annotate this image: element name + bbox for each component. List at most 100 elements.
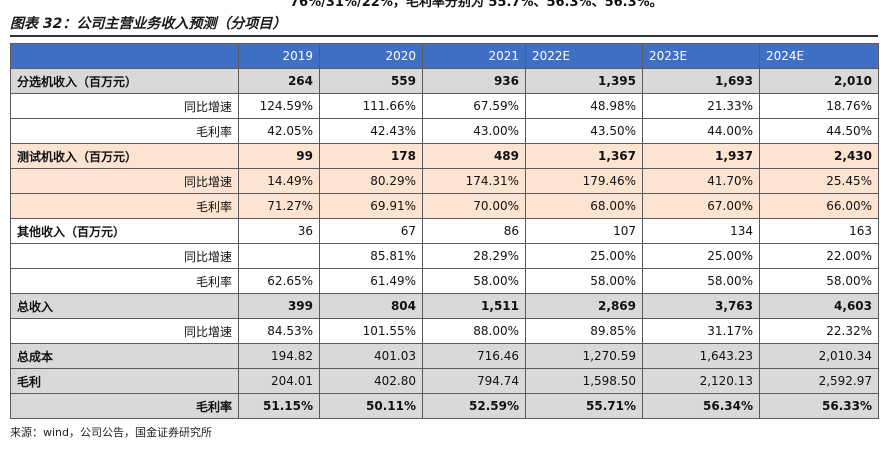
title-rule: [10, 35, 878, 37]
table-cell: 936: [422, 68, 526, 94]
table-cell: 101.55%: [319, 318, 423, 344]
table-cell: 107: [525, 218, 643, 244]
table-cell: 62.65%: [238, 268, 320, 294]
row-label: 毛利率: [10, 118, 239, 144]
table-cell: 194.82: [238, 343, 320, 369]
table-cell: 1,937: [642, 143, 760, 169]
row-label: 总收入: [10, 293, 239, 319]
table-cell: 99: [238, 143, 320, 169]
table-row: 毛利 204.01 402.80 794.74 1,598.50 2,120.13 2,59…: [10, 368, 879, 394]
table-cell: 2,010.34: [759, 343, 879, 369]
table-cell: 124.59%: [238, 93, 320, 119]
header-cell-2023e: 2023E: [642, 43, 760, 69]
table-row: 毛利率 51.15% 50.11% 52.59% 55.71% 56.34% 56.33%: [10, 393, 879, 419]
table-row: 同比增速 14.49% 80.29% 174.31% 179.46% 41.70% 25.4…: [10, 168, 879, 194]
table-cell: 56.34%: [642, 393, 760, 419]
table-cell: 48.98%: [525, 93, 643, 119]
table-cell: 22.00%: [759, 243, 879, 269]
table-cell: 1,643.23: [642, 343, 760, 369]
source-note: 来源：wind，公司公告，国金证券研究所: [10, 426, 213, 439]
table-row: 毛利率 62.65% 61.49% 58.00% 58.00% 58.00% 58.00%: [10, 268, 879, 294]
table-cell: 716.46: [422, 343, 526, 369]
table-row: 测试机收入（百万元） 99 178 489 1,367 1,937 2,430: [10, 143, 879, 169]
table-cell: 28.29%: [422, 243, 526, 269]
table-row: 毛利率 71.27% 69.91% 70.00% 68.00% 67.00% 66.00%: [10, 193, 879, 219]
table-row: 同比增速 85.81% 28.29% 25.00% 25.00% 22.00%: [10, 243, 879, 269]
table-cell: 42.05%: [238, 118, 320, 144]
table-cell: 794.74: [422, 368, 526, 394]
table-cell: 14.49%: [238, 168, 320, 194]
row-label: 毛利率: [10, 193, 239, 219]
table-cell: 85.81%: [319, 243, 423, 269]
table-cell: 401.03: [319, 343, 423, 369]
table-cell: 43.50%: [525, 118, 643, 144]
table-cell: 67.00%: [642, 193, 760, 219]
table-cell: 2,010: [759, 68, 879, 94]
header-cell-2020: 2020: [319, 43, 423, 69]
table-cell: 134: [642, 218, 760, 244]
row-label: 毛利: [10, 368, 239, 394]
table-cell: 50.11%: [319, 393, 423, 419]
row-label: 其他收入（百万元）: [10, 218, 239, 244]
row-label: 毛利率: [10, 268, 239, 294]
table-cell: 3,763: [642, 293, 760, 319]
row-label: 总成本: [10, 343, 239, 369]
table-cell: 1,511: [422, 293, 526, 319]
table-cell: 204.01: [238, 368, 320, 394]
table-cell: 2,869: [525, 293, 643, 319]
table-cell: 264: [238, 68, 320, 94]
row-label: 同比增速: [10, 168, 239, 194]
table-cell: 58.00%: [642, 268, 760, 294]
header-cell-2019: 2019: [238, 43, 320, 69]
table-cell: 58.00%: [525, 268, 643, 294]
table-cell: 111.66%: [319, 93, 423, 119]
table-row: 其他收入（百万元） 36 67 86 107 134 163: [10, 218, 879, 244]
figure-title: 图表 32：公司主营业务收入预测（分项目）: [10, 16, 287, 32]
table-cell: 55.71%: [525, 393, 643, 419]
table-cell: 174.31%: [422, 168, 526, 194]
table-cell: 25.45%: [759, 168, 879, 194]
header-cell-blank: [10, 43, 239, 69]
table-cell: 1,270.59: [525, 343, 643, 369]
header-cell-2021: 2021: [422, 43, 526, 69]
row-label: 同比增速: [10, 318, 239, 344]
table-cell: [238, 243, 320, 269]
header-cell-2024e: 2024E: [759, 43, 879, 69]
forecast-table: 2019 2020 2021 2022E 2023E 2024E 分选机收入（百…: [10, 43, 879, 419]
table-cell: 88.00%: [422, 318, 526, 344]
table-row: 同比增速 124.59% 111.66% 67.59% 48.98% 21.33% 18.7…: [10, 93, 879, 119]
row-label: 毛利率: [10, 393, 239, 419]
table-cell: 44.50%: [759, 118, 879, 144]
row-label: 测试机收入（百万元）: [10, 143, 239, 169]
row-label: 同比增速: [10, 93, 239, 119]
table-cell: 56.33%: [759, 393, 879, 419]
table-cell: 44.00%: [642, 118, 760, 144]
table-cell: 58.00%: [759, 268, 879, 294]
table-cell: 68.00%: [525, 193, 643, 219]
table-cell: 399: [238, 293, 320, 319]
top-cut-text: 76%/31%/22%，毛利率分别为 55.7%、56.3%、56.3%。: [290, 0, 663, 10]
table-row: 分选机收入（百万元） 264 559 936 1,395 1,693 2,010: [10, 68, 879, 94]
table-cell: 89.85%: [525, 318, 643, 344]
table-cell: 178: [319, 143, 423, 169]
table-cell: 84.53%: [238, 318, 320, 344]
table-cell: 52.59%: [422, 393, 526, 419]
table-cell: 25.00%: [642, 243, 760, 269]
table-cell: 36: [238, 218, 320, 244]
table-cell: 41.70%: [642, 168, 760, 194]
table-cell: 42.43%: [319, 118, 423, 144]
table-cell: 559: [319, 68, 423, 94]
table-cell: 67.59%: [422, 93, 526, 119]
table-cell: 1,598.50: [525, 368, 643, 394]
table-cell: 86: [422, 218, 526, 244]
header-cell-2022e: 2022E: [525, 43, 643, 69]
table-cell: 179.46%: [525, 168, 643, 194]
header-row: 2019 2020 2021 2022E 2023E 2024E: [10, 43, 879, 69]
table-row: 毛利率 42.05% 42.43% 43.00% 43.50% 44.00% 44.50%: [10, 118, 879, 144]
table-cell: 804: [319, 293, 423, 319]
table-cell: 80.29%: [319, 168, 423, 194]
table-cell: 71.27%: [238, 193, 320, 219]
table-cell: 69.91%: [319, 193, 423, 219]
table-cell: 18.76%: [759, 93, 879, 119]
table-cell: 21.33%: [642, 93, 760, 119]
